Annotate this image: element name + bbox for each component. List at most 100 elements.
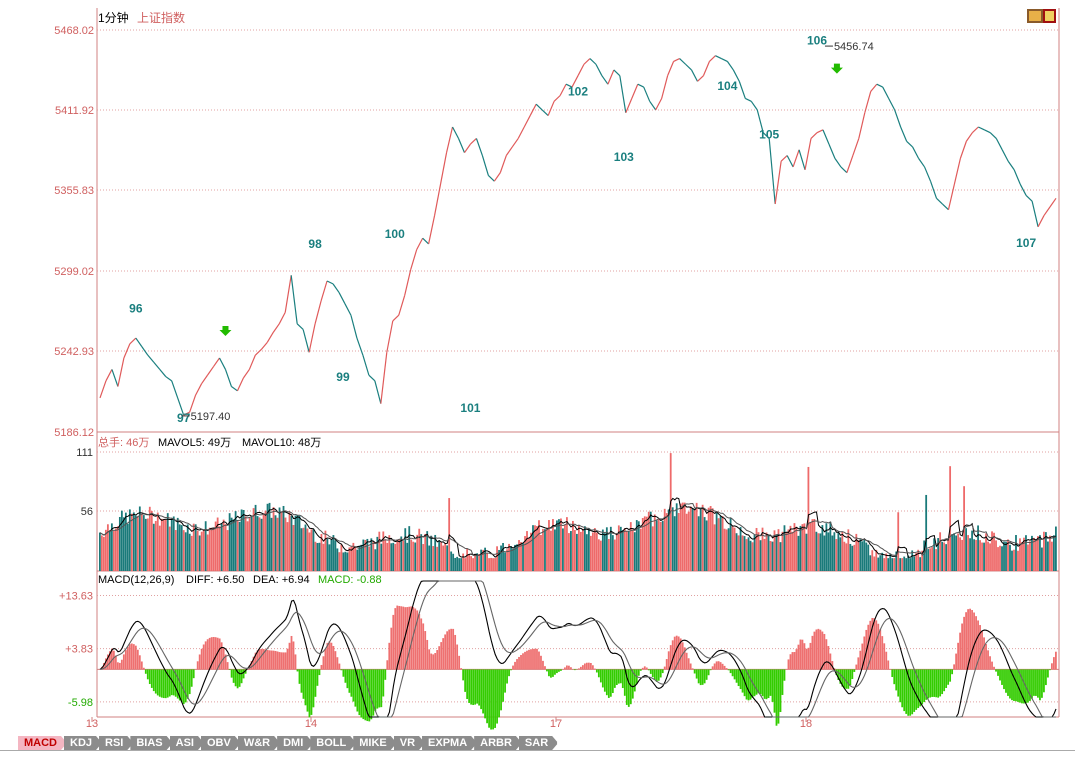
- wave-number-label: 107: [1016, 236, 1036, 250]
- volume-bar: [663, 508, 666, 571]
- macd-histogram-bar: [671, 640, 674, 670]
- macd-histogram-bar: [124, 650, 127, 670]
- volume-bar: [218, 526, 221, 571]
- volume-bar: [156, 512, 159, 571]
- volume-bar: [222, 519, 225, 571]
- volume-bar: [252, 508, 255, 571]
- volume-bar: [396, 539, 399, 571]
- price-segment: [266, 332, 274, 343]
- macd-histogram-bar: [300, 669, 303, 693]
- tab-macd[interactable]: MACD: [18, 736, 67, 750]
- macd-histogram-bar: [1027, 669, 1029, 703]
- macd-histogram-bar: [408, 606, 411, 670]
- tab-asi[interactable]: ASI: [170, 736, 204, 750]
- macd-histogram-bar: [1003, 669, 1005, 690]
- volume-bar: [170, 518, 173, 571]
- macd-histogram-bar: [665, 659, 668, 670]
- volume-bar: [1049, 535, 1051, 571]
- price-segment: [846, 155, 854, 173]
- macd-histogram-bar: [480, 669, 482, 710]
- volume-bar: [370, 538, 373, 571]
- volume-bar: [228, 513, 231, 571]
- macd-histogram-bar: [1055, 651, 1057, 670]
- macd-histogram-bar: [396, 605, 399, 670]
- volume-bar: [102, 536, 105, 571]
- volume-bar: [146, 518, 149, 571]
- volume-bar: [635, 520, 638, 571]
- tab-vr[interactable]: VR: [394, 736, 425, 750]
- macd-histogram-bar: [462, 669, 465, 681]
- macd-histogram-bar: [1033, 669, 1035, 696]
- price-segment: [213, 357, 220, 367]
- price-segment: [822, 129, 830, 145]
- tab-bias[interactable]: BIAS: [130, 736, 172, 750]
- volume-bar: [350, 546, 353, 571]
- macd-histogram-bar: [997, 669, 999, 676]
- volume-bar: [631, 530, 634, 571]
- volume-bar: [346, 552, 349, 571]
- volume-bar: [879, 555, 882, 571]
- macd-histogram-bar: [695, 669, 698, 679]
- tab-sar[interactable]: SAR: [519, 736, 558, 750]
- macd-histogram-bar: [186, 669, 189, 699]
- macd-histogram-bar: [701, 669, 704, 685]
- macd-histogram-bar: [1021, 669, 1023, 704]
- price-segment: [965, 132, 973, 142]
- volume-bar: [166, 513, 169, 571]
- volume-bar: [386, 542, 389, 571]
- tab-dmi[interactable]: DMI: [277, 736, 313, 750]
- chart-toggle-icon[interactable]: [1027, 9, 1056, 23]
- volume-bar: [378, 531, 381, 571]
- price-segment: [732, 69, 740, 82]
- macd-histogram-bar: [603, 669, 606, 692]
- price-segment: [553, 95, 561, 102]
- volume-bar: [306, 528, 309, 571]
- tab-arbr[interactable]: ARBR: [474, 736, 522, 750]
- volume-bar: [368, 546, 371, 571]
- volume-bar: [460, 558, 463, 571]
- price-segment: [702, 61, 711, 76]
- tab-mike[interactable]: MIKE: [353, 736, 397, 750]
- macd-histogram-bar: [715, 661, 718, 670]
- macd-histogram-bar: [857, 657, 860, 670]
- macd-histogram-bar: [987, 650, 989, 670]
- volume-bar: [178, 524, 181, 571]
- volume-bar: [508, 543, 510, 571]
- tab-expma[interactable]: EXPMA: [422, 736, 477, 750]
- price-segment: [260, 341, 268, 350]
- volume-bar: [909, 558, 912, 571]
- price-extreme-label: 5197.40: [191, 411, 231, 423]
- volume-bar: [140, 514, 143, 571]
- macd-histogram-bar: [344, 669, 347, 683]
- volume-bar: [276, 517, 279, 571]
- volume-bar: [286, 522, 289, 571]
- volume-bar: [823, 535, 826, 571]
- price-segment: [679, 58, 686, 65]
- volume-bar: [849, 543, 852, 571]
- tab-rsi[interactable]: RSI: [99, 736, 133, 750]
- volume-bar: [1037, 536, 1039, 571]
- volume-bar: [414, 542, 417, 571]
- macd-histogram-bar: [1005, 669, 1007, 693]
- price-segment: [487, 175, 495, 182]
- volume-bar: [733, 527, 736, 571]
- volume-bar: [506, 549, 508, 571]
- volume-bar: [572, 520, 574, 571]
- volume-bar: [667, 509, 670, 571]
- macd-histogram-bar: [224, 654, 227, 670]
- macd-histogram-bar: [252, 656, 255, 670]
- tab-kdj[interactable]: KDJ: [64, 736, 102, 750]
- volume-bar: [184, 532, 187, 571]
- tab-wr[interactable]: W&R: [238, 736, 280, 750]
- volume-bar: [452, 553, 455, 571]
- macd-histogram-bar: [456, 644, 459, 670]
- price-segment: [661, 75, 669, 99]
- macd-histogram-bar: [605, 669, 608, 696]
- volume-bar: [675, 503, 678, 571]
- volume-bar: [132, 512, 135, 571]
- macd-histogram-bar: [348, 669, 351, 693]
- tab-boll[interactable]: BOLL: [310, 736, 356, 750]
- price-segment: [1019, 183, 1027, 196]
- volume-bar: [649, 511, 652, 571]
- tab-obv[interactable]: OBV: [201, 736, 241, 750]
